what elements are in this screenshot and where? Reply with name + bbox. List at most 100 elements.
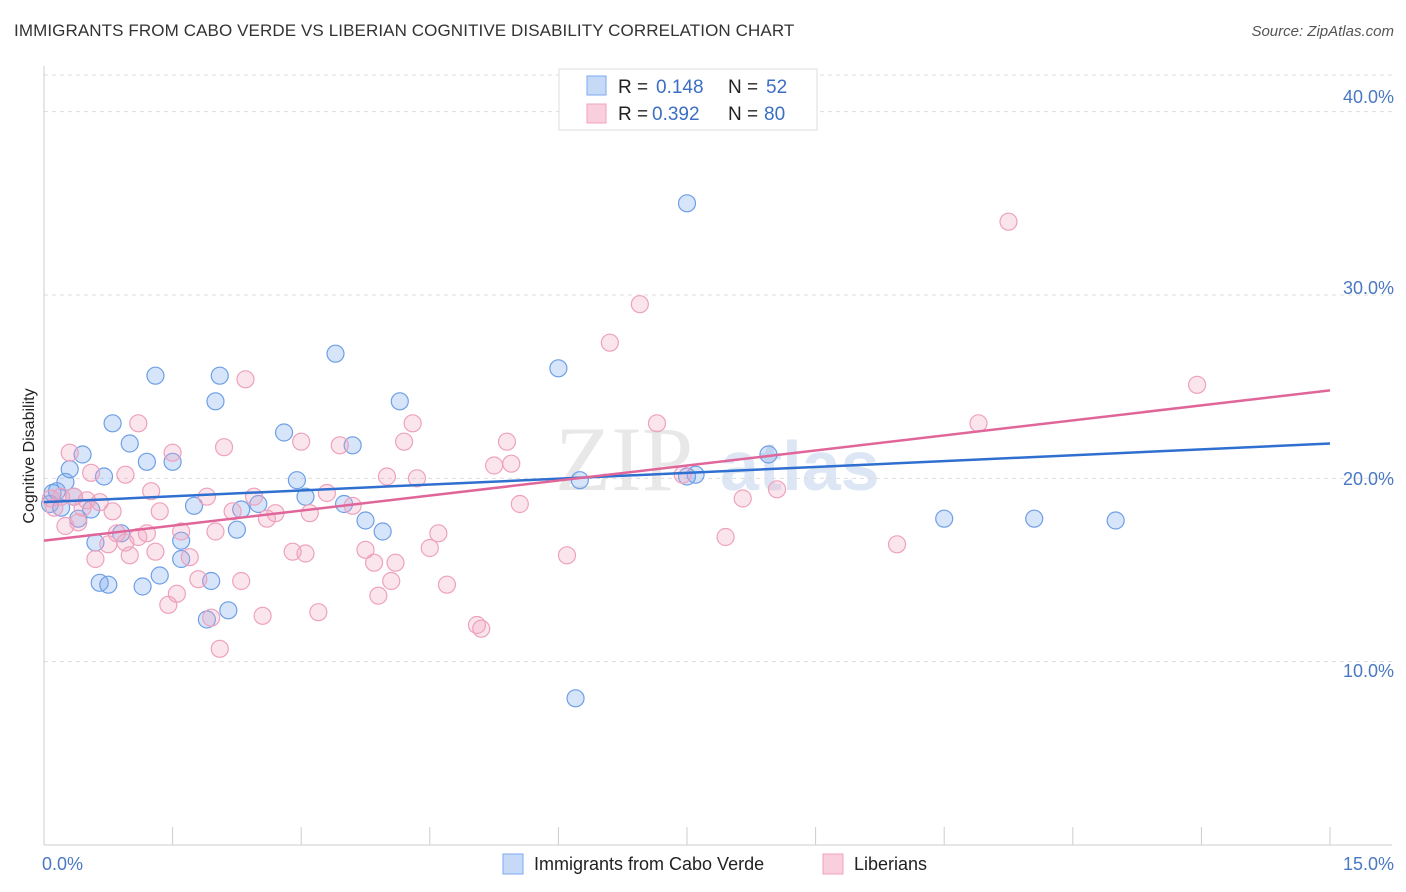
point-cabo-verde-49: [1025, 509, 1044, 528]
point-liberians-68: [716, 527, 735, 547]
legend-n-label-blue: N =: [728, 77, 758, 98]
point-liberians-12: [103, 502, 122, 521]
x-tick-label-min: 0.0%: [42, 854, 83, 874]
point-cabo-verde-22: [172, 531, 191, 550]
point-liberians-1: [45, 498, 64, 517]
point-liberians-43: [330, 436, 349, 455]
point-liberians-67: [673, 465, 692, 484]
series-cabo-verde: [40, 194, 1125, 708]
point-liberians-65: [630, 295, 649, 314]
point-cabo-verde-27: [210, 366, 229, 385]
point-liberians-74: [1188, 375, 1207, 394]
stats-legend: R = 0.148 N = 52 R = 0.392 N = 80: [558, 68, 818, 131]
point-liberians-46: [364, 553, 384, 572]
point-liberians-9: [86, 549, 105, 569]
point-liberians-10: [90, 493, 109, 512]
point-liberians-55: [429, 524, 448, 543]
point-liberians-62: [510, 494, 529, 514]
bottom-legend-label-pink: Liberians: [854, 854, 927, 874]
legend-swatch-pink: [586, 103, 607, 124]
point-cabo-verde-43: [570, 471, 589, 490]
point-liberians-26: [189, 570, 208, 589]
bottom-legend-swatch-blue: [502, 853, 524, 875]
y-axis-label: Cognitive Disability: [21, 388, 38, 523]
y-tick-label-30: 30.0%: [1343, 278, 1394, 298]
point-cabo-verde-26: [206, 392, 225, 411]
point-liberians-71: [887, 535, 907, 554]
point-liberians-4: [60, 443, 79, 462]
point-cabo-verde-13: [99, 575, 118, 594]
point-liberians-78: [296, 544, 315, 563]
point-liberians-39: [292, 432, 311, 451]
point-liberians-58: [472, 619, 491, 638]
trend-line-cabo-verde: [43, 442, 1331, 504]
point-liberians-18: [142, 482, 161, 501]
legend-r-value-blue: 0.148: [656, 77, 704, 98]
point-cabo-verde-21: [163, 452, 182, 471]
legend-n-value-pink: 80: [764, 104, 785, 125]
point-liberians-49: [382, 571, 401, 591]
point-liberians-56: [437, 575, 457, 594]
point-liberians-61: [502, 454, 521, 473]
legend-r-label-pink: R =: [618, 104, 648, 125]
point-cabo-verde-20: [150, 566, 169, 585]
point-liberians-25: [180, 548, 199, 567]
point-liberians-48: [377, 467, 397, 486]
point-liberians-54: [420, 538, 439, 558]
point-liberians-40: [300, 504, 319, 523]
point-liberians-69: [733, 489, 752, 508]
point-liberians-20: [150, 502, 169, 521]
point-liberians-28: [202, 608, 221, 627]
point-liberians-32: [232, 571, 251, 591]
y-tick-label-10: 10.0%: [1343, 661, 1394, 681]
point-liberians-72: [969, 414, 988, 433]
point-liberians-29: [210, 639, 229, 658]
point-liberians-66: [647, 414, 667, 433]
series-liberians: [41, 212, 1207, 658]
point-liberians-19: [146, 542, 165, 561]
legend-r-value-pink: 0.392: [652, 104, 700, 125]
point-cabo-verde-37: [343, 436, 362, 455]
point-liberians-76: [116, 465, 135, 484]
point-liberians-16: [129, 414, 148, 433]
point-liberians-8: [82, 463, 101, 482]
point-cabo-verde-29: [227, 520, 246, 539]
point-cabo-verde-16: [120, 434, 139, 453]
point-liberians-60: [497, 432, 517, 451]
point-liberians-53: [407, 469, 427, 488]
axes: [43, 66, 1392, 846]
legend-r-label-blue: R =: [618, 77, 648, 98]
point-cabo-verde-23: [184, 496, 204, 515]
point-liberians-15: [120, 546, 139, 565]
point-liberians-70: [767, 480, 787, 499]
point-cabo-verde-28: [219, 601, 238, 620]
point-cabo-verde-5: [60, 460, 79, 479]
source-label: Source: ZipAtlas.com: [1251, 23, 1394, 40]
y-tick-label-20: 20.0%: [1343, 469, 1394, 489]
point-cabo-verde-48: [935, 509, 954, 528]
point-liberians-23: [167, 584, 186, 603]
bottom-legend-swatch-pink: [822, 853, 844, 875]
point-liberians-35: [253, 606, 272, 625]
point-cabo-verde-14: [103, 414, 122, 433]
point-liberians-6: [69, 513, 88, 532]
point-cabo-verde-32: [274, 423, 294, 442]
trend-lines: [43, 389, 1331, 542]
watermark-zip: ZIP: [555, 408, 693, 510]
point-cabo-verde-40: [390, 392, 409, 411]
point-cabo-verde-50: [1106, 511, 1125, 530]
x-tick-label-max: 15.0%: [1343, 854, 1394, 874]
point-liberians-73: [999, 212, 1018, 231]
chart-title: IMMIGRANTS FROM CABO VERDE VS LIBERIAN C…: [14, 21, 795, 40]
bottom-legend-label-blue: Immigrants from Cabo Verde: [534, 854, 764, 874]
legend-swatch-blue: [586, 75, 607, 96]
point-cabo-verde-17: [133, 577, 152, 596]
point-liberians-77: [206, 522, 225, 541]
point-liberians-63: [557, 546, 577, 565]
point-cabo-verde-42: [566, 689, 585, 708]
point-liberians-64: [600, 333, 619, 352]
point-cabo-verde-18: [137, 452, 156, 471]
point-liberians-34: [244, 487, 264, 506]
point-liberians-22: [163, 443, 182, 462]
